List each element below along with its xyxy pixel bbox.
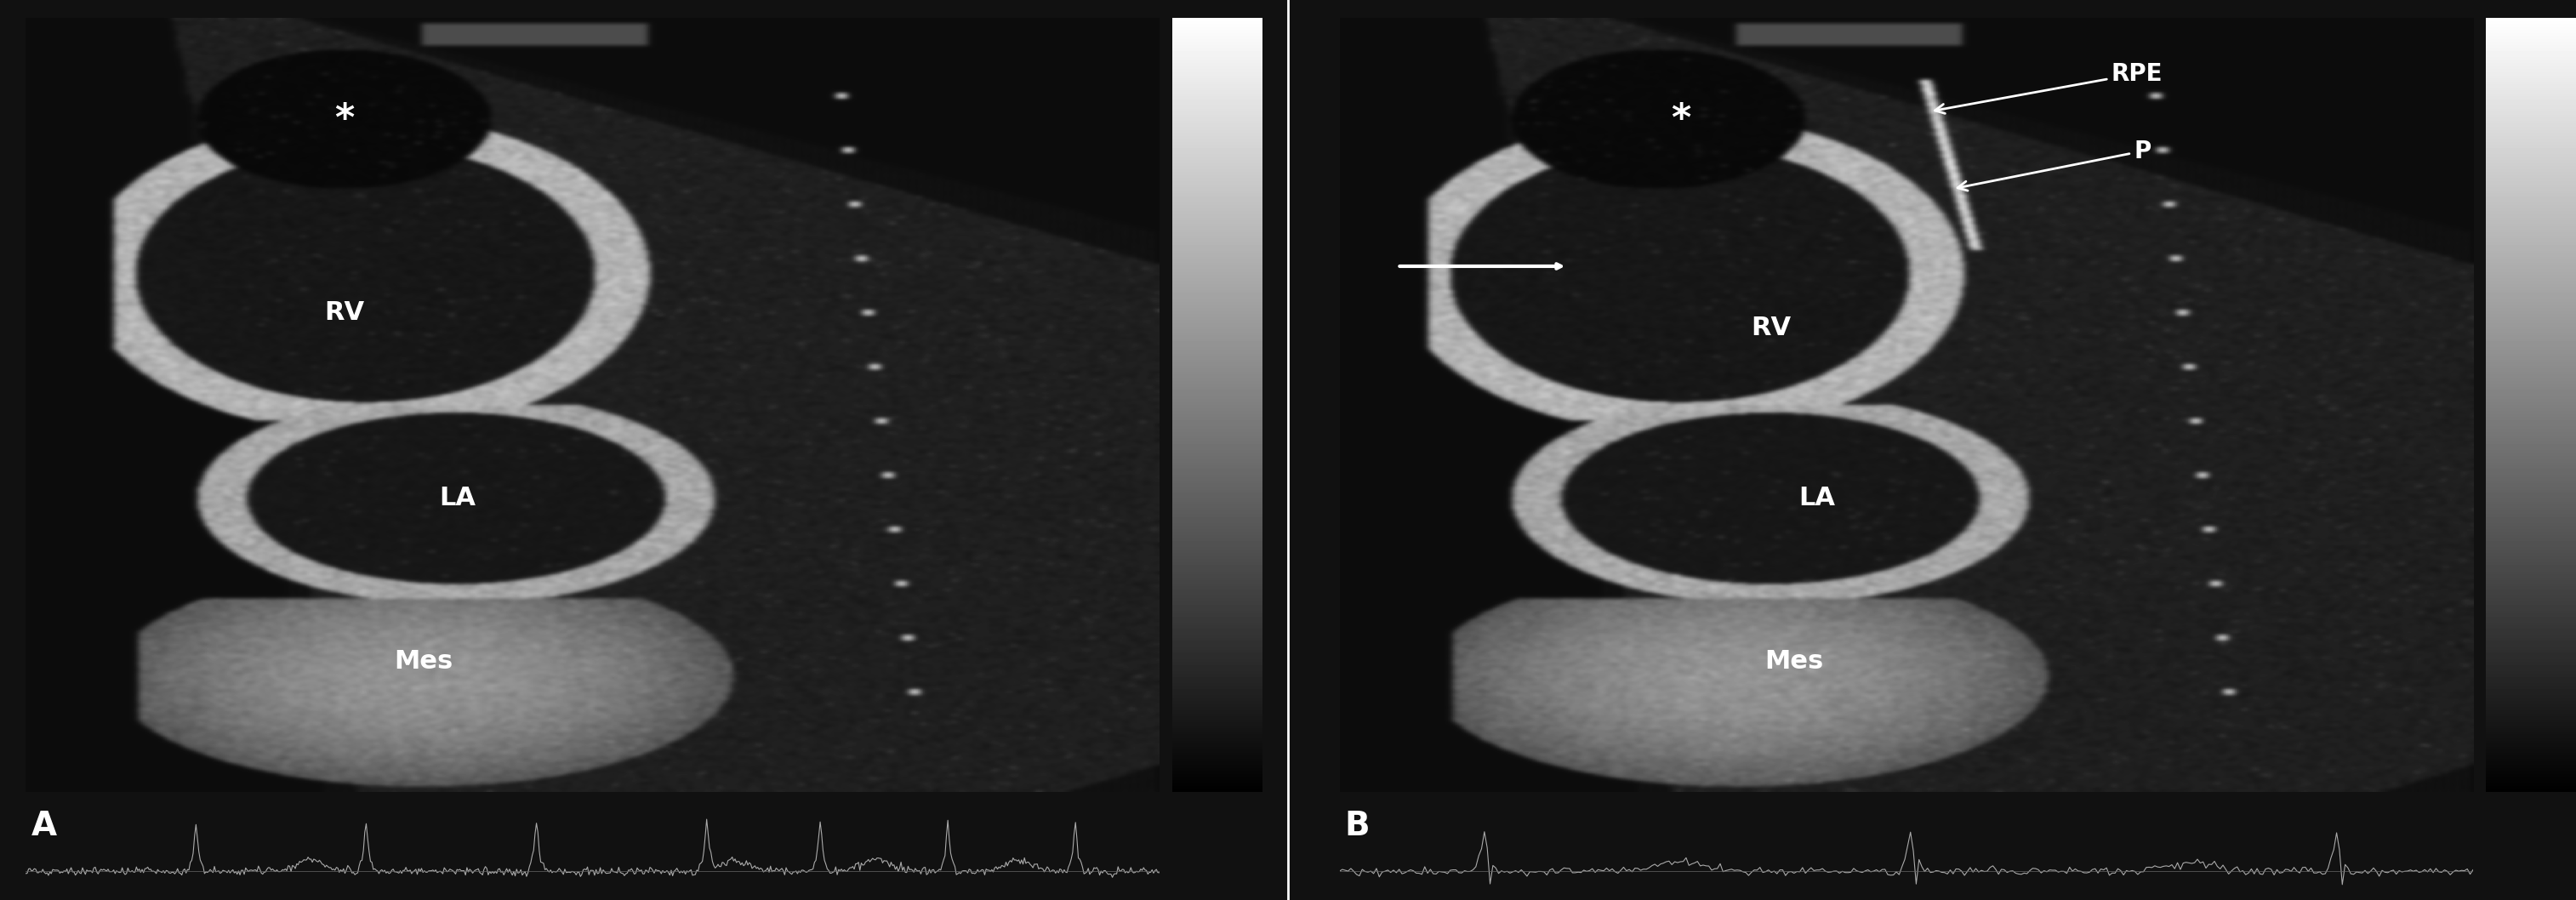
- Text: Mes: Mes: [394, 649, 453, 673]
- Text: Mes: Mes: [1765, 649, 1824, 673]
- Text: RPE: RPE: [1935, 62, 2164, 113]
- Text: LA: LA: [440, 486, 477, 511]
- Text: *: *: [1672, 101, 1690, 138]
- Text: A: A: [31, 810, 57, 842]
- Text: *: *: [335, 101, 353, 138]
- Text: RV: RV: [325, 301, 363, 325]
- Text: P: P: [1958, 140, 2151, 191]
- Text: B: B: [1345, 810, 1370, 842]
- Text: LA: LA: [1798, 486, 1834, 511]
- Text: RV: RV: [1752, 316, 1790, 340]
